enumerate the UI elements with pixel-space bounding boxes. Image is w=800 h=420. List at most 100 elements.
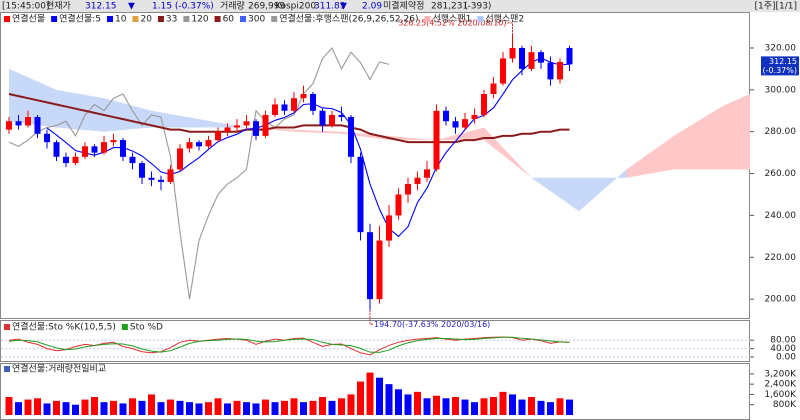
legend-swatch <box>121 324 128 330</box>
candle-body <box>490 83 497 95</box>
cloud <box>721 94 750 170</box>
cloud <box>9 68 57 128</box>
legend-label: 연결선물 <box>12 14 45 25</box>
legend-label: 연결선물:5 <box>59 14 101 25</box>
y-tick-label: 320.00 <box>765 43 797 53</box>
cloud <box>199 119 247 128</box>
volume-bar <box>281 400 288 415</box>
volume-bar <box>34 398 41 415</box>
candle-body <box>15 121 22 126</box>
candle-body <box>243 121 250 126</box>
candle-body <box>471 114 478 120</box>
candle-body <box>110 140 117 143</box>
candle-body <box>443 110 449 122</box>
volume-bar <box>442 398 450 415</box>
legend-label: 20 <box>140 15 152 25</box>
candle-body <box>205 140 212 147</box>
volume-bar <box>43 403 51 415</box>
volume-bar <box>537 400 545 415</box>
candle-body <box>433 110 440 170</box>
cloud <box>389 135 437 141</box>
volume-bar <box>347 394 355 415</box>
volume-bar <box>309 400 317 415</box>
legend-swatch <box>157 16 164 22</box>
volume-bar <box>167 399 174 415</box>
volume-bar <box>195 403 203 415</box>
volume-bar <box>319 397 326 415</box>
line <box>8 93 570 144</box>
volume-bar <box>129 398 136 415</box>
cloud <box>436 127 484 141</box>
volume-bar <box>290 398 298 415</box>
volume-bar <box>91 397 98 415</box>
line <box>8 336 570 353</box>
index: 311.83 <box>314 2 346 12</box>
header-bar <box>0 0 800 12</box>
legend-label: 120 <box>191 15 208 25</box>
candle-body <box>44 133 50 143</box>
label: 거래량 <box>220 0 245 12</box>
open-interest: 281,231 <box>431 2 468 12</box>
candle-body <box>367 232 373 300</box>
candle-body <box>405 184 411 195</box>
candle-body <box>148 177 155 180</box>
candle-body <box>500 58 506 84</box>
volume-bar <box>480 398 488 415</box>
candle-body <box>139 163 145 178</box>
y-tick-label: 80.00 <box>770 336 796 346</box>
volume-bar <box>186 402 193 415</box>
price: 312.15 <box>85 2 117 12</box>
legend-swatch <box>240 16 247 22</box>
label: Kospi200 <box>275 2 316 12</box>
volume-bar <box>528 397 535 415</box>
pager[interactable]: [1주][1/1] <box>754 1 797 12</box>
legend-label: 300 <box>248 15 265 25</box>
legend-label: 10 <box>115 15 127 25</box>
y-tick-label: 800K <box>773 400 797 410</box>
candle-body <box>509 47 516 59</box>
volume-bar <box>119 403 127 415</box>
legend-swatch <box>51 16 58 22</box>
legend-swatch <box>477 16 484 22</box>
legend-swatch <box>424 16 431 22</box>
sign: ▼ <box>128 2 135 12</box>
candle-body <box>186 142 193 149</box>
volume-bar <box>81 399 89 415</box>
volume-bar <box>471 402 478 415</box>
candle-body <box>63 156 69 164</box>
volume-bar <box>357 381 364 415</box>
volume-bar <box>24 399 32 415</box>
candle-body <box>338 114 345 118</box>
candle-body <box>452 121 459 128</box>
candle-body <box>129 156 136 164</box>
cloud <box>579 169 627 212</box>
y-tick-label: 2,400K <box>764 380 797 390</box>
volume-bar <box>271 402 279 415</box>
y-tick-label: 1,600K <box>764 390 797 400</box>
candle-body <box>462 119 468 128</box>
y-tick-label: 260.00 <box>765 169 797 179</box>
y-tick-label: 240.00 <box>765 211 797 221</box>
volume-bar <box>252 403 260 415</box>
volume-bar <box>509 394 516 415</box>
candle-body <box>177 148 183 170</box>
candle-body <box>167 169 174 182</box>
candle-body <box>547 62 554 80</box>
candle-body <box>120 140 126 157</box>
volume-bar <box>262 399 269 415</box>
index-change: 2.09 <box>362 2 382 12</box>
volume-bar <box>556 398 564 415</box>
legend-swatch <box>214 16 221 22</box>
volume-bar <box>15 402 22 415</box>
volume-bar <box>5 397 13 415</box>
volume-bar <box>366 372 374 415</box>
volume-bar <box>205 402 212 415</box>
candle-body <box>6 121 12 130</box>
candle-body <box>395 194 402 216</box>
label: 미결제약정 <box>383 0 424 12</box>
volume-bar <box>300 402 307 415</box>
candle-body <box>357 156 364 233</box>
volume-bar <box>214 398 222 415</box>
y-tick-label: 280.00 <box>765 127 797 137</box>
